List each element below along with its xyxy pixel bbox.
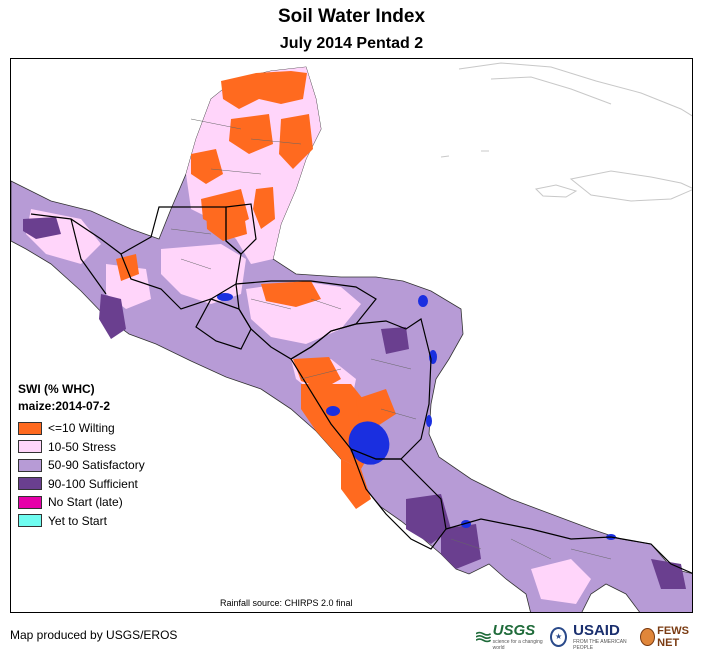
caribbean-islands	[440, 62, 692, 202]
legend-label: 10-50 Stress	[48, 439, 117, 454]
rainfall-source: Rainfall source: CHIRPS 2.0 final	[220, 598, 353, 608]
legend-item: 10-50 Stress	[18, 438, 145, 457]
panama-west-sufficient	[441, 524, 481, 569]
usaid-logo: USAID FROM THE AMERICAN PEOPLE	[573, 622, 634, 651]
legend-item: 90-100 Sufficient	[18, 475, 145, 494]
jamaica-outline	[534, 184, 578, 198]
fews-globe-icon	[640, 627, 656, 646]
land-satisfactory	[11, 66, 692, 612]
legend-label: <=10 Wilting	[48, 421, 115, 436]
yucatan-central-wilting	[229, 114, 273, 154]
chiapas-coast-sufficient	[99, 294, 126, 339]
usgs-tagline: science for a changing world	[492, 639, 543, 651]
usaid-seal-icon: ★	[550, 626, 568, 647]
legend-swatch	[18, 477, 42, 491]
map-frame	[10, 58, 693, 613]
mexico-wilting	[116, 254, 139, 281]
sufficient-zones	[23, 217, 686, 589]
legend-subtitle: maize:2014-07-2	[18, 399, 111, 413]
legend-swatch	[18, 421, 42, 435]
map-legend: SWI (% WHC) maize:2014-07-2 <=10 Wilting…	[18, 382, 145, 530]
legend-item: Yet to Start	[18, 512, 145, 531]
legend-label: 50-90 Satisfactory	[48, 458, 145, 473]
guatemala-stress	[161, 244, 246, 304]
mexico-state-border	[30, 213, 122, 295]
panama-stress	[531, 559, 591, 604]
usgs-label: USGS	[492, 622, 536, 639]
panama-border	[445, 518, 692, 574]
belize-wilting	[253, 187, 275, 229]
yucatan-east-wilting	[279, 114, 313, 169]
chiapas-stress	[106, 264, 151, 309]
soil-water-map	[11, 62, 692, 612]
mexico-west-sufficient	[23, 217, 61, 239]
map-title: Soil Water Index	[277, 6, 426, 27]
legend-swatch	[18, 458, 42, 472]
cayman-outline	[440, 150, 489, 158]
honduras-east-sufficient	[381, 327, 409, 354]
country-borders	[30, 203, 692, 574]
legend-swatch	[18, 440, 42, 454]
legend-title: SWI (% WHC)	[18, 382, 95, 396]
legend-label: No Start (late)	[48, 495, 123, 510]
legend-item: No Start (late)	[18, 493, 145, 512]
honduras-south-wilting	[356, 389, 396, 427]
usgs-logo: USGS science for a changing world	[476, 622, 544, 651]
logo-strip: USGS science for a changing world ★ USAI…	[476, 622, 703, 651]
legend-swatch	[18, 514, 42, 528]
caratasca-lagoon	[418, 295, 428, 307]
legend-label: Yet to Start	[48, 513, 107, 528]
costa-rica-sufficient	[406, 494, 451, 544]
legend-item: <=10 Wilting	[18, 419, 145, 438]
yucatan-west-wilting	[191, 149, 223, 184]
legend-item: 50-90 Satisfactory	[18, 456, 145, 475]
legend-items: <=10 Wilting 10-50 Stress 50-90 Satisfacto…	[18, 419, 145, 530]
lake-izabal	[217, 293, 233, 301]
legend-label: 90-100 Sufficient	[48, 476, 138, 491]
el-salvador-border	[195, 298, 252, 350]
map-subtitle: July 2014 Pentad 2	[279, 35, 424, 52]
lake-managua	[326, 406, 340, 416]
lake-nicaragua	[348, 421, 390, 465]
fews-net-logo: FEWS NET	[640, 625, 703, 649]
hispaniola-outline	[569, 170, 692, 202]
yucatan-north-wilting	[221, 71, 307, 109]
bluefields-lagoon	[426, 415, 432, 427]
usgs-wave-icon	[476, 631, 491, 642]
cuba-outline	[458, 62, 692, 117]
water-bodies	[217, 293, 616, 540]
province-borders	[170, 118, 612, 560]
costa-rica-north-wilting	[341, 459, 371, 509]
map-credit: Map produced by USGS/EROS	[10, 628, 178, 642]
honduras-north-wilting	[261, 281, 321, 307]
legend-swatch	[18, 495, 42, 509]
usaid-tagline: FROM THE AMERICAN PEOPLE	[573, 639, 627, 651]
fews-label: FEWS NET	[657, 624, 689, 649]
usaid-label: USAID	[573, 622, 620, 639]
belize-border	[225, 203, 257, 255]
